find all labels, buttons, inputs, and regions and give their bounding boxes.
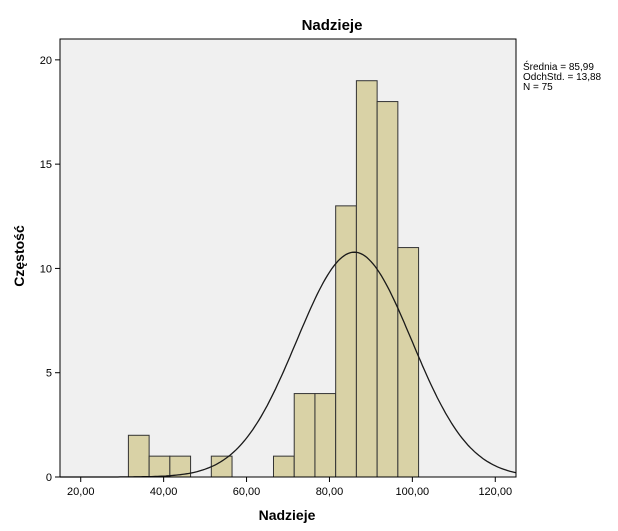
histogram-bar xyxy=(210,455,233,478)
y-tick-label: 0 xyxy=(46,472,52,484)
histogram-bar xyxy=(314,393,337,478)
chart-title: Nadzieje xyxy=(302,17,363,34)
x-tick-label: 80,00 xyxy=(316,486,344,498)
histogram-bar xyxy=(397,247,420,478)
stats-box: Średnia = 85,99 OdchStd. = 13,88 N = 75 xyxy=(523,63,601,93)
stats-n: N = 75 xyxy=(523,82,553,93)
x-tick-label: 40,00 xyxy=(150,486,178,498)
y-tick-label: 5 xyxy=(46,368,52,380)
histogram-bar xyxy=(376,101,399,478)
x-tick-label: 20,00 xyxy=(67,486,95,498)
histogram-bar xyxy=(355,80,378,478)
y-tick-label: 15 xyxy=(40,159,52,171)
histogram-bar xyxy=(127,434,150,478)
plot-background xyxy=(59,38,517,478)
histogram-bar xyxy=(272,455,295,478)
x-tick-label: 60,00 xyxy=(233,486,261,498)
y-axis-label: Częstość xyxy=(11,225,27,287)
stats-sd: OdchStd. = 13,88 xyxy=(523,72,602,83)
y-tick-label: 10 xyxy=(40,263,52,275)
y-tick-label: 20 xyxy=(40,55,52,67)
histogram-bar xyxy=(335,205,357,478)
histogram-bar xyxy=(293,393,316,478)
plot-area: 0 5 10 15 20 20,00 40,00 60,00 80,00 100,00 120,00 xyxy=(40,38,517,498)
x-tick-label: 100,00 xyxy=(396,486,430,498)
stats-mean: Średnia = 85,99 xyxy=(523,62,594,73)
x-axis-label: Nadzieje xyxy=(259,507,316,523)
x-tick-label: 120,00 xyxy=(478,486,512,498)
plot-frame xyxy=(59,38,517,478)
histogram-bar xyxy=(148,455,171,478)
